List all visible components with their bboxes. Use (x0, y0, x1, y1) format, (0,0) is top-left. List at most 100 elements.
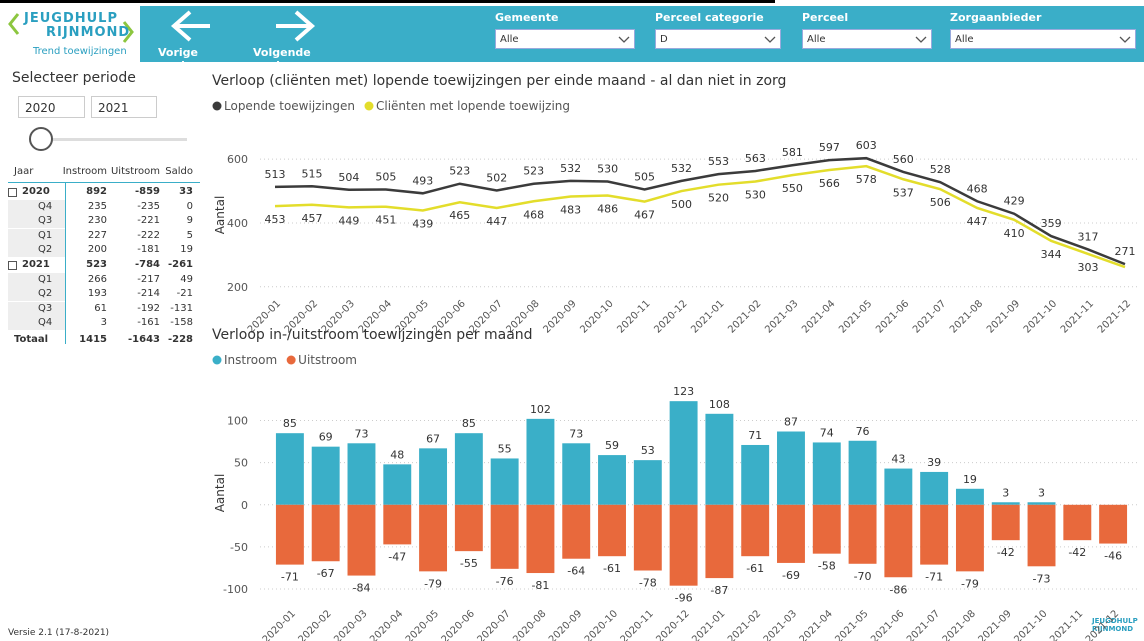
data-label: 3 (1038, 486, 1045, 499)
x-tick-label: 2020-11 (615, 298, 652, 335)
bar (777, 504, 805, 563)
column-rule (65, 182, 66, 344)
data-label: 553 (708, 155, 729, 168)
legend-label: Instroom (224, 353, 277, 367)
legend-dot (212, 355, 222, 365)
row-value: 193 (87, 288, 107, 300)
data-label: -46 (1104, 550, 1122, 563)
data-label: 439 (412, 218, 433, 231)
data-label: 506 (930, 196, 951, 209)
slider-handle[interactable] (29, 127, 53, 151)
expand-icon[interactable] (8, 188, 17, 197)
expand-icon[interactable] (8, 261, 17, 270)
bar (347, 504, 376, 576)
data-label: 493 (412, 174, 433, 187)
bar (598, 455, 626, 505)
row-band (8, 316, 65, 331)
filter-dropdown[interactable]: Alle (950, 29, 1136, 49)
data-label: -42 (997, 546, 1015, 559)
bar (741, 504, 770, 557)
filter-dropdown[interactable]: D (655, 29, 781, 49)
slider-track (40, 138, 187, 141)
x-tick-label: 2020-03 (332, 608, 369, 641)
data-label: 85 (283, 417, 297, 430)
filter-label: Zorgaanbieder (950, 11, 1042, 24)
data-label: 447 (486, 215, 507, 228)
data-label: 504 (338, 171, 359, 184)
x-tick-label: 2021-03 (762, 608, 799, 641)
bar (884, 468, 913, 505)
x-tick-label: 2020-02 (296, 608, 333, 641)
data-label: 53 (641, 444, 655, 457)
data-label: -81 (531, 579, 549, 592)
legend-label: Lopende toewijzingen (224, 99, 355, 113)
filter-dropdown[interactable]: Alle (802, 29, 932, 49)
row-label: Q3 (38, 302, 53, 314)
data-label: 528 (930, 163, 951, 176)
prev-button[interactable]: Vorige pagina (150, 8, 240, 72)
x-tick-label: 2020-12 (652, 298, 689, 335)
y-tick-label: 100 (227, 415, 248, 428)
data-label: 505 (375, 170, 396, 183)
x-tick-label: 2021-09 (977, 608, 1014, 641)
row-value: 230 (87, 215, 107, 227)
data-label: 603 (856, 139, 877, 152)
x-tick-label: 2020-09 (541, 298, 578, 335)
data-label: 73 (354, 427, 368, 440)
data-label: -64 (567, 565, 585, 578)
data-label: 523 (523, 165, 544, 178)
chart-title: Verloop (cliënten met) lopende toewijzin… (212, 73, 786, 89)
data-label: 59 (605, 439, 619, 452)
row-value: -131 (170, 302, 193, 314)
bar (991, 502, 1020, 505)
bar (419, 504, 448, 572)
y-axis-label: Aantal (213, 474, 227, 513)
legend-label: Uitstroom (298, 353, 357, 367)
y-tick-label: 200 (227, 281, 248, 294)
row-value: 892 (86, 186, 107, 197)
bar (562, 504, 591, 559)
data-label: 48 (390, 448, 404, 461)
data-label: 271 (1115, 245, 1136, 258)
data-label: 3 (1002, 486, 1009, 499)
data-label: -61 (603, 562, 621, 575)
data-label: -86 (889, 583, 907, 596)
x-tick-label: 2020-10 (578, 298, 615, 335)
data-label: 532 (560, 162, 581, 175)
row-value: -235 (137, 200, 160, 212)
row-value: 1415 (79, 334, 107, 345)
row-value: -859 (134, 186, 160, 197)
data-label: 457 (301, 212, 322, 225)
data-label: 597 (819, 141, 840, 154)
period-to[interactable]: 2021 (91, 96, 157, 118)
x-tick-label: 2021-05 (837, 298, 874, 335)
row-label: Q3 (38, 215, 53, 227)
series-line (274, 156, 1126, 266)
data-label: 55 (498, 442, 512, 455)
period-title: Selecteer periode (12, 70, 136, 86)
bar (275, 433, 304, 505)
filter-dropdown[interactable]: Alle (495, 29, 635, 49)
x-tick-label: 2021-07 (911, 298, 948, 335)
logo[interactable]: JEUGDHULP RIJNMOND Trend toewijzingen (6, 8, 136, 60)
small-logo: JEUGDHULP RIJNMOND (1092, 617, 1138, 633)
bar (311, 446, 340, 505)
next-button[interactable]: Volgende pagina (248, 8, 348, 72)
bar (705, 413, 734, 505)
data-label: 500 (671, 198, 692, 211)
logo-text: JEUGDHULP (24, 11, 118, 26)
row-band (8, 287, 65, 302)
data-label: 532 (671, 162, 692, 175)
data-label: -76 (496, 575, 514, 588)
bar (991, 504, 1020, 541)
row-label: 2020 (22, 186, 50, 197)
bar (741, 444, 770, 505)
bar (598, 504, 626, 557)
chevron (764, 36, 776, 43)
data-label: -73 (1033, 572, 1051, 585)
data-label: 515 (301, 167, 322, 180)
logo-text: RIJNMOND (46, 25, 131, 40)
period-from[interactable]: 2020 (18, 96, 85, 118)
row-label: Q4 (38, 200, 53, 212)
data-label: 483 (560, 203, 581, 216)
